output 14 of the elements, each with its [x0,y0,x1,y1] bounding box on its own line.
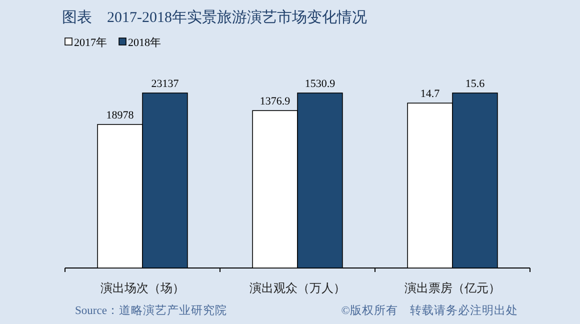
x-tick-label: 演出票房（亿元） [404,281,500,295]
text: ©版权所有 转载请务必注明出处 [341,303,518,317]
data-label: 23137 [151,78,180,90]
data-label: 15.6 [465,78,486,90]
source-note: Source：道略演艺产业研究院 [75,303,227,317]
x-tick-label: 演出场次（场） [100,281,184,295]
text: 图表 2017-2018年实景旅游演艺市场变化情况 [62,9,367,26]
data-label: 1530.9 [304,78,336,90]
x-tick-label: 演出观众（万人） [250,281,346,295]
data-label: 1376.9 [260,96,291,108]
data-label: 18978 [106,109,134,122]
data-label: 14.7 [420,88,440,100]
legend-label: 2017年 [74,37,107,49]
legend-label: 2018年 [128,37,161,49]
